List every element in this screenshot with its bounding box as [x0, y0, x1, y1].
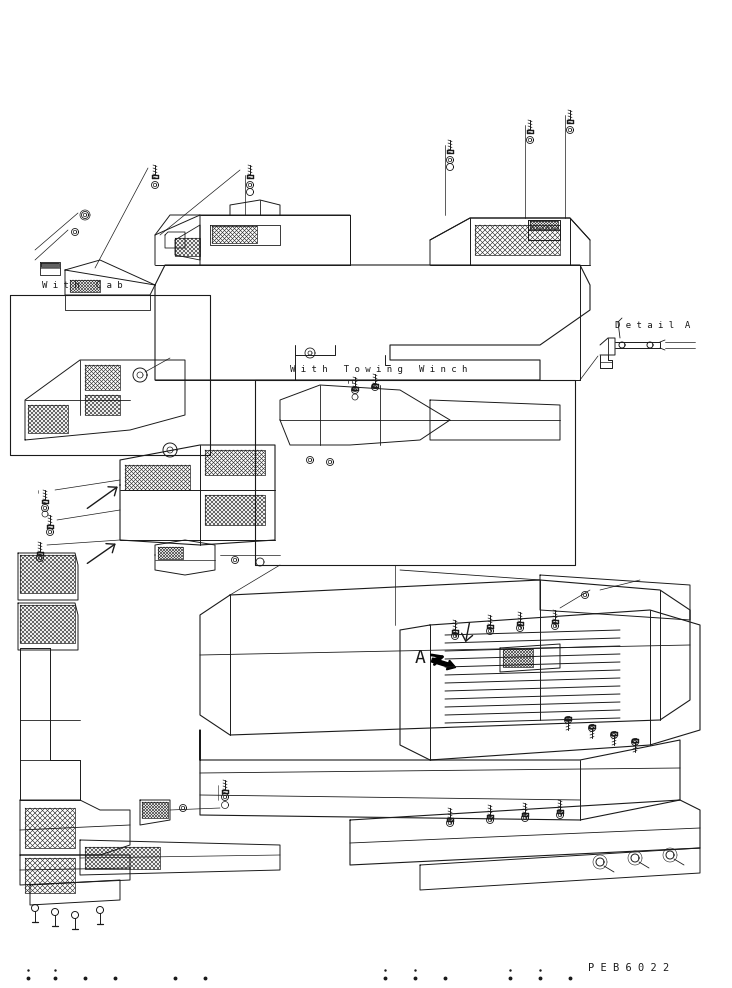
Text: P E B 6 0 2 2: P E B 6 0 2 2 [588, 963, 669, 973]
FancyArrow shape [431, 658, 455, 670]
Text: W i t h   T o w i n g   W i n c h: W i t h T o w i n g W i n c h [290, 366, 467, 374]
Text: D e t a i l  A: D e t a i l A [615, 320, 690, 330]
Text: W i t h   C a b: W i t h C a b [42, 282, 123, 290]
Text: A: A [414, 649, 425, 667]
